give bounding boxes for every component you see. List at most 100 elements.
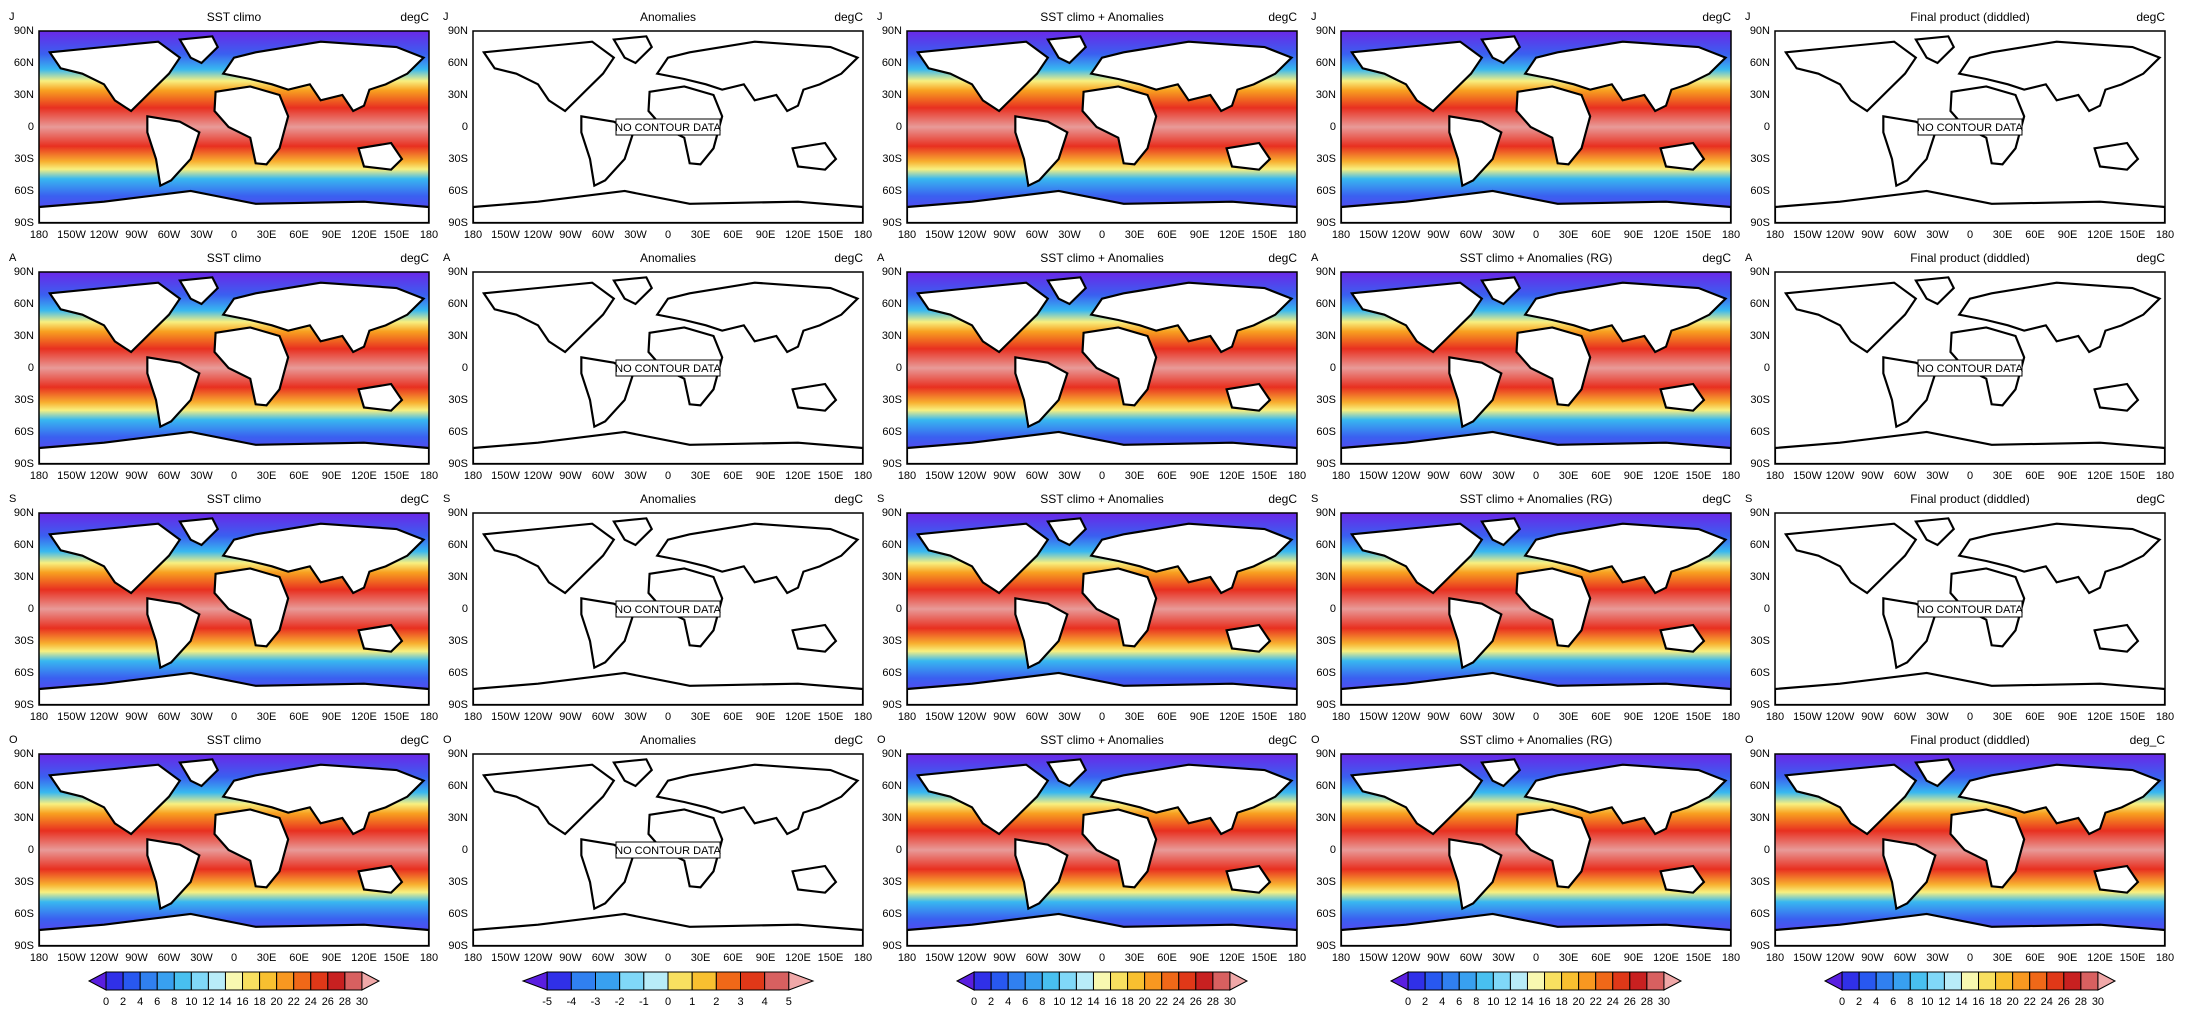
lon-label: 30E	[691, 470, 711, 482]
units: degC	[2136, 10, 2165, 24]
colorbar-swatch	[190, 971, 209, 991]
colorbar-swatch	[1389, 971, 1409, 991]
colorbar-swatch	[990, 971, 1009, 991]
colorbar-swatch	[955, 971, 975, 991]
colorbar-swatch	[1646, 971, 1665, 991]
lon-label: 30W	[1492, 470, 1515, 482]
map-panel: O SST climo + Anomalies degC 90N 60N 30N 0 30S 6…	[877, 733, 1306, 964]
lon-label: 60W	[592, 711, 615, 723]
units: degC	[1268, 251, 1297, 265]
colorbar-label: -2	[615, 996, 625, 1008]
lat-label: 30S	[14, 153, 34, 165]
lat-label: 0	[462, 844, 468, 856]
colorbar-swatch	[1943, 971, 1962, 991]
colorbar-label: 24	[2041, 996, 2053, 1008]
lon-label: 180	[1766, 952, 1784, 964]
lon-label: 90E	[1624, 952, 1644, 964]
map-panel: O Final product (diddled) deg_C 90N 60N 30N 0 3…	[1745, 733, 2174, 964]
panel-title: Final product (diddled)	[1910, 10, 2029, 24]
lat-label: 90N	[448, 507, 468, 519]
lat-label: 60S	[448, 185, 468, 197]
lon-label: 120W	[524, 711, 553, 723]
lon-label: 30W	[1492, 952, 1515, 964]
lat-label: 0	[896, 603, 902, 615]
colorbar-label: 10	[185, 996, 197, 1008]
colorbar-label: 12	[202, 996, 214, 1008]
units: degC	[400, 733, 429, 747]
lon-label: 150W	[1359, 711, 1388, 723]
lon-label: 90E	[2058, 229, 2078, 241]
lon-label: 180	[898, 229, 916, 241]
colorbar-swatch	[715, 971, 741, 991]
lat-label: 90S	[882, 217, 902, 229]
lon-label: 120W	[958, 470, 987, 482]
colorbar-swatch	[1595, 971, 1614, 991]
colorbar-swatch	[139, 971, 158, 991]
lat-label: 0	[1764, 362, 1770, 374]
lon-label: 30E	[1993, 470, 2013, 482]
map-frame	[1774, 271, 2166, 465]
lon-label: 90W	[559, 470, 582, 482]
lon-label: 180	[1722, 229, 1740, 241]
lat-label: 90S	[1750, 699, 1770, 711]
map-frame	[38, 753, 430, 947]
lon-label: 90W	[1427, 952, 1450, 964]
colorbar-label: 18	[1555, 996, 1567, 1008]
lon-label: 180	[2156, 470, 2174, 482]
lon-label: 30E	[1993, 229, 2013, 241]
lat-label: 30N	[1316, 571, 1336, 583]
lon-label: 60W	[1460, 470, 1483, 482]
colorbar-label: 2	[1856, 996, 1862, 1008]
lat-label: 30N	[1750, 571, 1770, 583]
lon-label: 180	[1288, 952, 1306, 964]
colorbar-swatch	[1058, 971, 1077, 991]
lat-label: 30N	[882, 812, 902, 824]
colorbar-swatch	[1492, 971, 1511, 991]
lon-label: 150W	[1359, 952, 1388, 964]
lon-label: 150W	[491, 952, 520, 964]
lat-label: 30S	[1750, 153, 1770, 165]
panel-title: Anomalies	[640, 492, 696, 506]
lat-label: 30N	[1316, 812, 1336, 824]
panel-title: Final product (diddled)	[1910, 492, 2029, 506]
lon-label: 150E	[1252, 470, 1278, 482]
lon-label: 60W	[1894, 952, 1917, 964]
lat-label: 30S	[448, 394, 468, 406]
lat-label: 90S	[14, 699, 34, 711]
lat-label: 0	[28, 844, 34, 856]
lon-label: 30E	[257, 229, 277, 241]
lon-label: 180	[854, 952, 872, 964]
notice-box	[615, 359, 721, 377]
colorbar-label: 8	[171, 996, 177, 1008]
lat-label: 90S	[1316, 940, 1336, 952]
lon-label: 120W	[1392, 470, 1421, 482]
lon-label: 60W	[1460, 229, 1483, 241]
lon-label: 0	[665, 711, 671, 723]
lat-label: 60N	[14, 539, 34, 551]
colorbar-label: -5	[542, 996, 552, 1008]
lon-label: 150E	[384, 711, 410, 723]
lat-label: 90N	[1316, 25, 1336, 37]
units: degC	[834, 251, 863, 265]
colorbar-label: 6	[154, 996, 160, 1008]
lon-label: 180	[854, 711, 872, 723]
colorbar-swatch	[156, 971, 175, 991]
colorbar-swatch	[1841, 971, 1860, 991]
lon-label: 60E	[289, 229, 309, 241]
colorbar-swatch	[2063, 971, 2082, 991]
notice-box	[615, 600, 721, 618]
colorbar-swatch	[667, 971, 693, 991]
row-label: J	[1745, 11, 1751, 23]
lon-label: 180	[1766, 711, 1784, 723]
lon-label: 150E	[384, 952, 410, 964]
lon-label: 90W	[1861, 711, 1884, 723]
colorbar-label: 2	[713, 996, 719, 1008]
lon-label: 150E	[2120, 229, 2146, 241]
lon-label: 180	[30, 470, 48, 482]
row-label: O	[1311, 734, 1320, 746]
map-panel: J Final product (diddled) degC 90N 60N 30N 0 30…	[1745, 10, 2174, 241]
colorbar-label: 20	[1139, 996, 1151, 1008]
lat-label: 60N	[1750, 298, 1770, 310]
lat-label: 30S	[448, 635, 468, 647]
lon-label: 180	[2156, 711, 2174, 723]
